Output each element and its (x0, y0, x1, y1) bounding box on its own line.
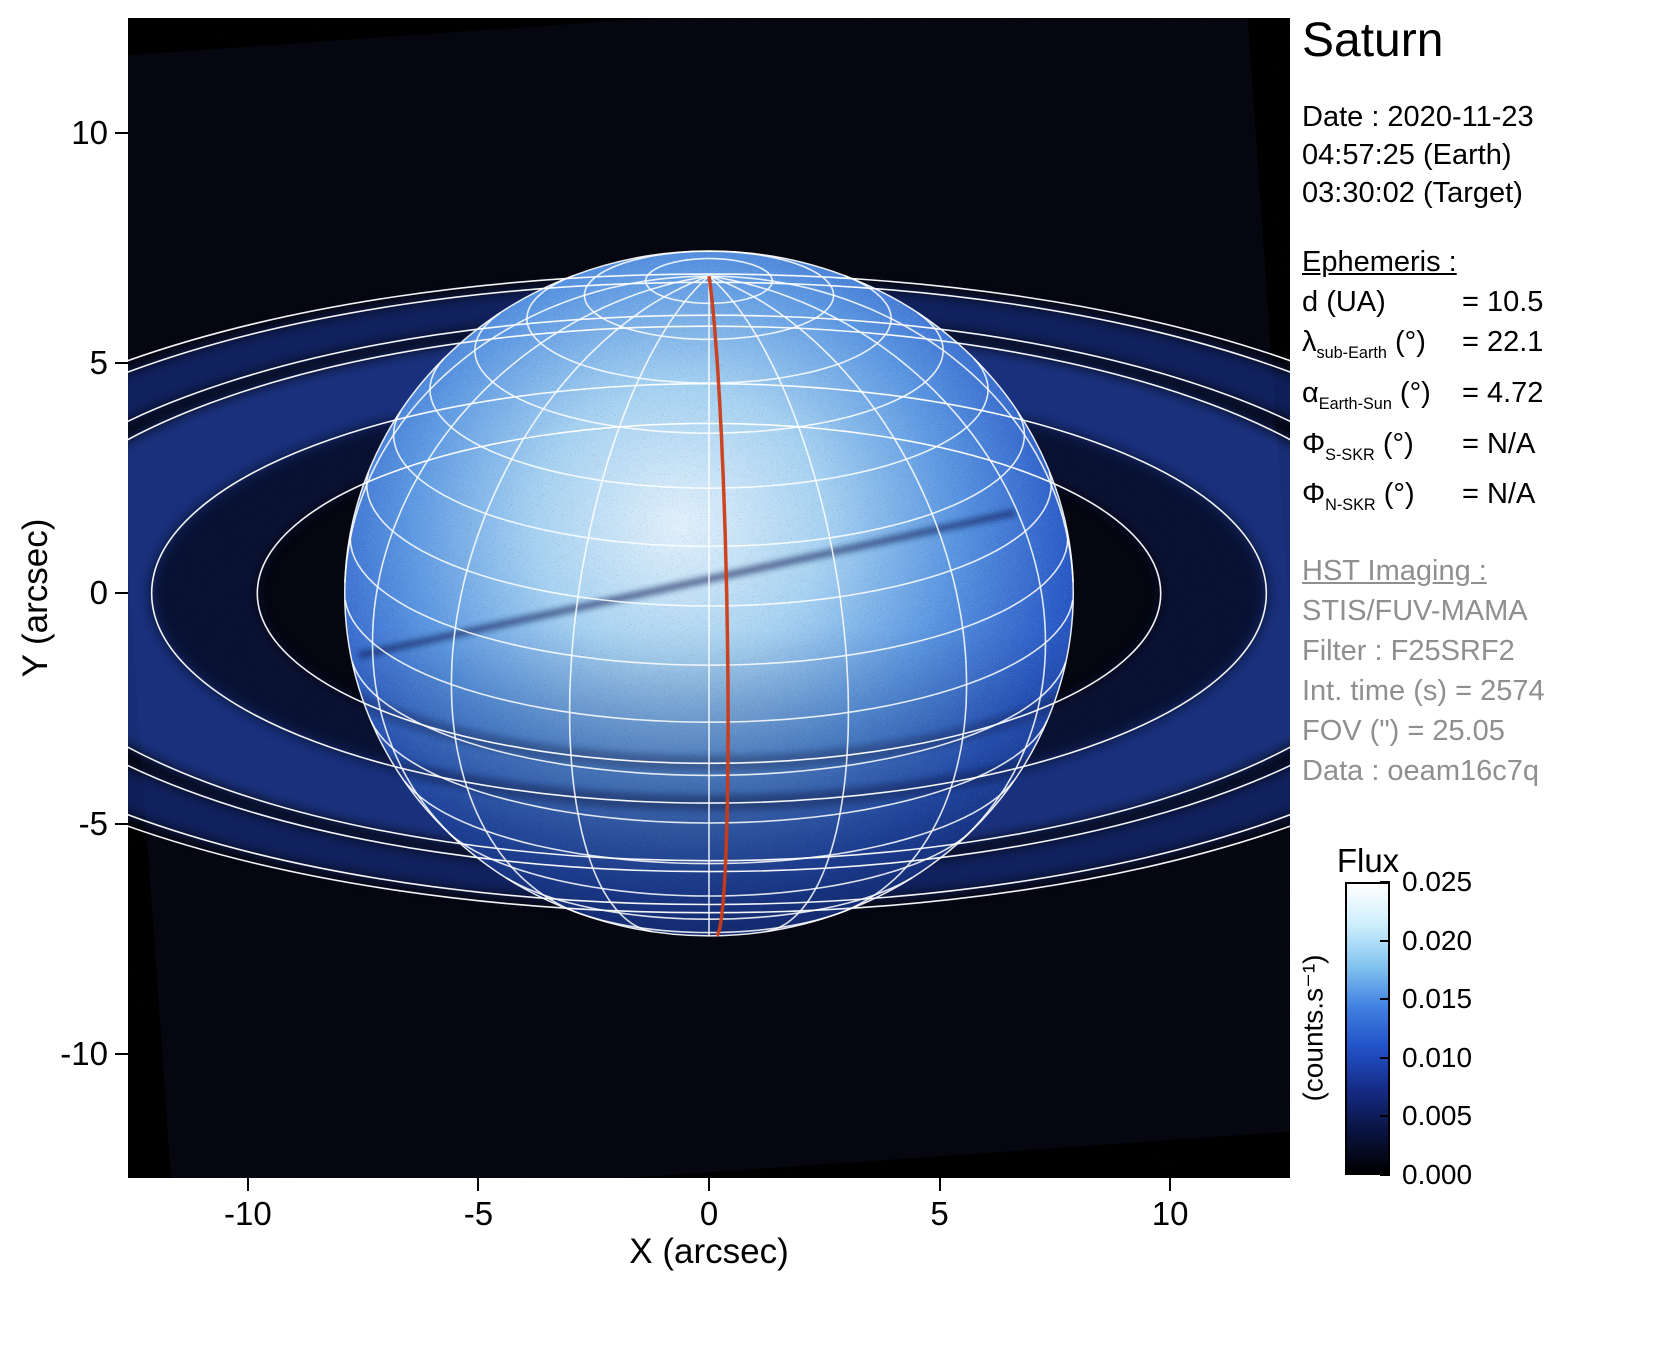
longitude-line (344, 275, 710, 583)
hst-info-line: FOV (") = 25.05 (1302, 715, 1505, 748)
hst-info-line: Int. time (s) = 2574 (1302, 675, 1545, 708)
ephemeris-label: ΦN-SKR (°) (1302, 478, 1415, 515)
x-tick-label: -10 (224, 1195, 272, 1232)
colorbar-tick-mark (1380, 998, 1390, 1001)
longitude-line (708, 275, 850, 933)
longitude-line (450, 275, 710, 915)
x-tick-mark (708, 1178, 710, 1191)
y-tick-mark (115, 822, 128, 825)
date-block: Date : 2020-11-23 04:57:25 (Earth) 03:30… (1302, 98, 1676, 212)
ephemeris-label: d (UA) (1302, 286, 1386, 318)
earth-time-line: 04:57:25 (Earth) (1302, 139, 1512, 171)
y-tick-label: 0 (89, 574, 108, 612)
ephemeris-row: d (UA) = 10.5 (1302, 282, 1676, 322)
ephemeris-value: = 10.5 (1462, 286, 1544, 318)
y-tick-mark (115, 362, 128, 365)
ephemeris-label: λsub-Earth (°) (1302, 326, 1426, 362)
y-tick-mark (115, 1052, 128, 1055)
longitude-line (708, 275, 1047, 843)
page-title: Saturn (1302, 14, 1444, 67)
y-tick-label: -5 (78, 804, 108, 842)
x-tick-mark (938, 1178, 941, 1191)
y-tick-mark (115, 132, 128, 135)
longitude-line (568, 275, 710, 933)
x-axis-label: X (arcsec) (629, 1232, 789, 1271)
longitude-line (708, 275, 968, 915)
ephemeris-value: = 22.1 (1462, 326, 1544, 358)
x-tick-mark (1169, 1178, 1172, 1191)
plot-area (0, 0, 1559, 1210)
x-tick-mark (477, 1178, 480, 1191)
ephemeris-value: = 4.72 (1462, 376, 1544, 409)
colorbar-tick-label: 0.025 (1402, 866, 1473, 897)
ephemeris-label: αEarth-Sun (°) (1302, 376, 1431, 413)
ephemeris-row: ΦN-SKR (°) = N/A (1302, 474, 1676, 525)
colorbar-tick-label: 0.020 (1402, 924, 1473, 956)
ephemeris-value: = N/A (1462, 427, 1536, 460)
ephemeris-table: d (UA) = 10.5 λsub-Earth (°) = 22.1 αEarth-S… (1302, 282, 1676, 525)
x-tick-label: 5 (930, 1195, 949, 1232)
date-line: Date : 2020-11-23 (1302, 101, 1534, 133)
colorbar-tick-mark (1380, 881, 1390, 883)
hst-imaging-block: HST Imaging : STIS/FUV-MAMA Filter : F25S… (1302, 551, 1676, 791)
colorbar-tick-label: 0.005 (1402, 1100, 1473, 1132)
colorbar-tick-label: 0.015 (1402, 983, 1473, 1015)
ephemeris-label: ΦS-SKR (°) (1302, 427, 1414, 464)
colorbar-tick-label: 0.010 (1402, 1041, 1473, 1073)
colorbar-tick-mark (1380, 939, 1390, 942)
x-tick-label: 0 (699, 1195, 719, 1232)
longitude-line (708, 275, 1074, 583)
ephemeris-value: = N/A (1462, 478, 1536, 511)
planet-limb (343, 250, 1075, 937)
ring-line (256, 422, 1162, 765)
hst-info-line: Data : oeam16c7q (1302, 755, 1539, 788)
colorbar (1345, 882, 1390, 1175)
hst-imaging-heading: HST Imaging : (1302, 555, 1487, 588)
y-tick-label: -10 (60, 1034, 108, 1072)
ephemeris-row: αEarth-Sun (°) = 4.72 (1302, 373, 1676, 424)
hst-info-line: STIS/FUV-MAMA (1302, 595, 1528, 628)
ephemeris-row: λsub-Earth (°) = 22.1 (1302, 322, 1676, 373)
colorbar-tick-mark (1380, 1115, 1390, 1118)
x-tick-label: -5 (463, 1195, 494, 1232)
hst-info-line: Filter : F25SRF2 (1302, 635, 1515, 668)
hst-imaging-lines: STIS/FUV-MAMA Filter : F25SRF2 Int. time (… (1302, 591, 1676, 791)
y-tick-label: 5 (89, 344, 108, 382)
target-time-line: 03:30:02 (Target) (1302, 177, 1523, 209)
ephemeris-row: ΦS-SKR (°) = N/A (1302, 424, 1676, 475)
colorbar-tick-mark (1380, 1174, 1390, 1176)
info-panel: Saturn Date : 2020-11-23 04:57:25 (Earth… (1302, 0, 1676, 791)
y-tick-mark (115, 592, 128, 595)
colorbar-unit-label: (counts.s⁻¹) (1297, 954, 1329, 1102)
y-tick-label: 10 (71, 114, 108, 152)
saturn-image (0, 0, 1559, 1210)
central-meridian-line (707, 275, 730, 937)
ring-line (150, 382, 1268, 804)
x-tick-label: 10 (1151, 1195, 1189, 1232)
ephemeris-heading: Ephemeris : (1302, 246, 1457, 278)
x-tick-mark (246, 1178, 249, 1191)
colorbar-tick-label: 0.000 (1402, 1159, 1473, 1190)
longitude-line (371, 275, 710, 843)
colorbar-title: Flux (1336, 842, 1400, 879)
colorbar-tick-mark (1380, 1056, 1390, 1059)
